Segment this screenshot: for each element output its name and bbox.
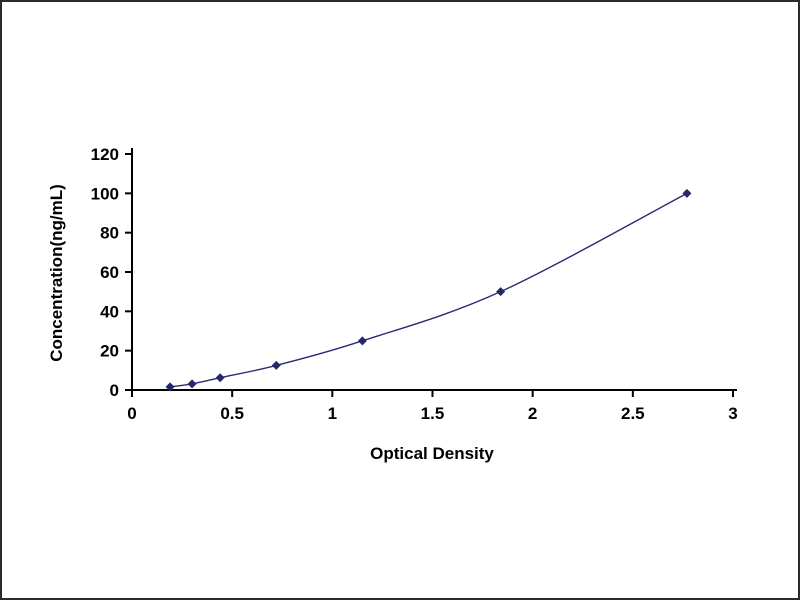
y-tick-label: 100	[91, 184, 119, 203]
axes	[131, 148, 737, 391]
y-tick-label: 0	[110, 381, 119, 400]
data-point	[215, 373, 225, 383]
x-tick-label: 2	[528, 404, 537, 423]
data-point	[357, 336, 367, 346]
y-tick-label: 60	[100, 263, 119, 282]
x-tick-label: 1	[328, 404, 337, 423]
data-point	[165, 382, 175, 392]
y-tick-label: 20	[100, 342, 119, 361]
tick-marks	[125, 153, 734, 397]
data-point	[496, 287, 506, 297]
y-tick-label: 120	[91, 145, 119, 164]
data-series-line	[169, 192, 688, 388]
data-point	[271, 360, 281, 370]
x-tick-label: 3	[728, 404, 737, 423]
y-tick-label: 80	[100, 224, 119, 243]
x-tick-label: 2.5	[621, 404, 645, 423]
x-tick-label: 0	[127, 404, 136, 423]
y-tick-label: 40	[100, 302, 119, 321]
x-tick-label: 0.5	[220, 404, 244, 423]
data-point-markers	[165, 188, 692, 392]
y-axis-label: Concentration(ng/mL)	[47, 184, 66, 362]
data-point	[187, 379, 197, 389]
x-axis-label: Optical Density	[370, 444, 494, 463]
x-tick-label: 1.5	[421, 404, 445, 423]
data-point	[682, 188, 692, 198]
tick-labels: 0 0.5 1 1.5 2 2.5 3 0 20 40 60 80 100 120	[91, 145, 738, 423]
